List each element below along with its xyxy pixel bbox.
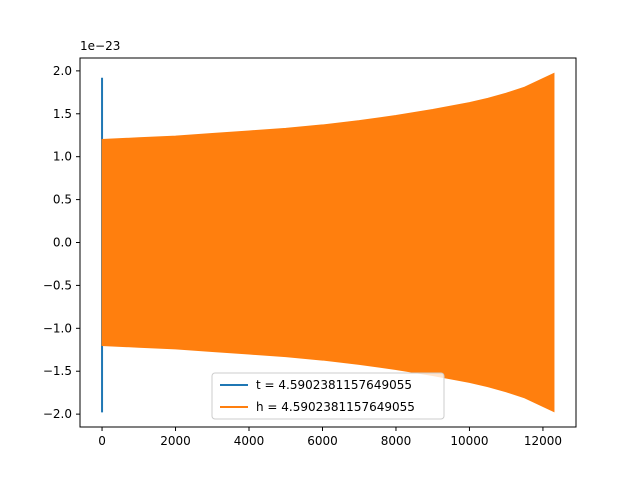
x-tick-label: 10000 — [450, 434, 488, 448]
x-tick-label: 6000 — [307, 434, 338, 448]
series-layer — [101, 72, 555, 413]
y-tick-label: 0.0 — [53, 236, 72, 250]
y-tick-label: 1.5 — [53, 107, 72, 121]
axes-frame — [79, 57, 577, 428]
series-area-h — [101, 72, 555, 413]
x-tick-label: 12000 — [524, 434, 562, 448]
tick-layer: 0 2000 4000 6000 8000 10000 12000 2.0 1.5 1.0 0.5 0… — [43, 64, 562, 448]
x-tick-label: 8000 — [381, 434, 412, 448]
legend-box — [211, 372, 445, 420]
y-tick-label: −2.0 — [43, 407, 72, 421]
y-tick-label: −0.5 — [43, 278, 72, 292]
y-tick-label: −1.0 — [43, 321, 72, 335]
y-tick-label: −1.5 — [43, 364, 72, 378]
x-tick-label: 4000 — [234, 434, 265, 448]
y-tick-label: 0.5 — [53, 193, 72, 207]
y-offset-label: 1e−23 — [80, 39, 120, 53]
legend-label-t: t = 4.5902381157649055 — [256, 378, 412, 392]
y-tick-label: 1.0 — [53, 150, 72, 164]
x-tick-label: 0 — [98, 434, 106, 448]
legend: t = 4.5902381157649055 h = 4.59023811576… — [211, 372, 445, 420]
legend-label-h: h = 4.5902381157649055 — [256, 400, 415, 414]
x-tick-label: 2000 — [160, 434, 191, 448]
y-tick-label: 2.0 — [53, 64, 72, 78]
